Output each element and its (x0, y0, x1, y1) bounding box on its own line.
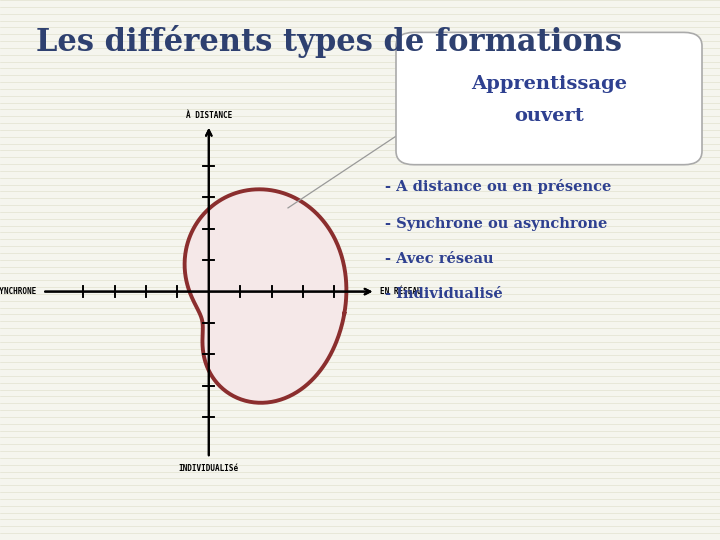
Polygon shape (184, 190, 346, 403)
Text: ouvert: ouvert (515, 107, 584, 125)
Text: - Individualisé: - Individualisé (385, 287, 503, 301)
FancyBboxPatch shape (396, 32, 702, 165)
Text: ASYNCHRONE: ASYNCHRONE (0, 287, 37, 296)
Text: À DISTANCE: À DISTANCE (186, 111, 232, 120)
Text: INDIVIDUALISé: INDIVIDUALISé (179, 464, 239, 474)
Text: Les différents types de formations: Les différents types de formations (36, 24, 622, 58)
Text: Apprentissage: Apprentissage (472, 75, 627, 93)
Text: - Avec réseau: - Avec réseau (385, 252, 494, 266)
Text: - A distance ou en présence: - A distance ou en présence (385, 179, 611, 194)
Text: EN RÉSEAU: EN RÉSEAU (380, 287, 422, 296)
Text: - Synchrone ou asynchrone: - Synchrone ou asynchrone (385, 217, 608, 231)
